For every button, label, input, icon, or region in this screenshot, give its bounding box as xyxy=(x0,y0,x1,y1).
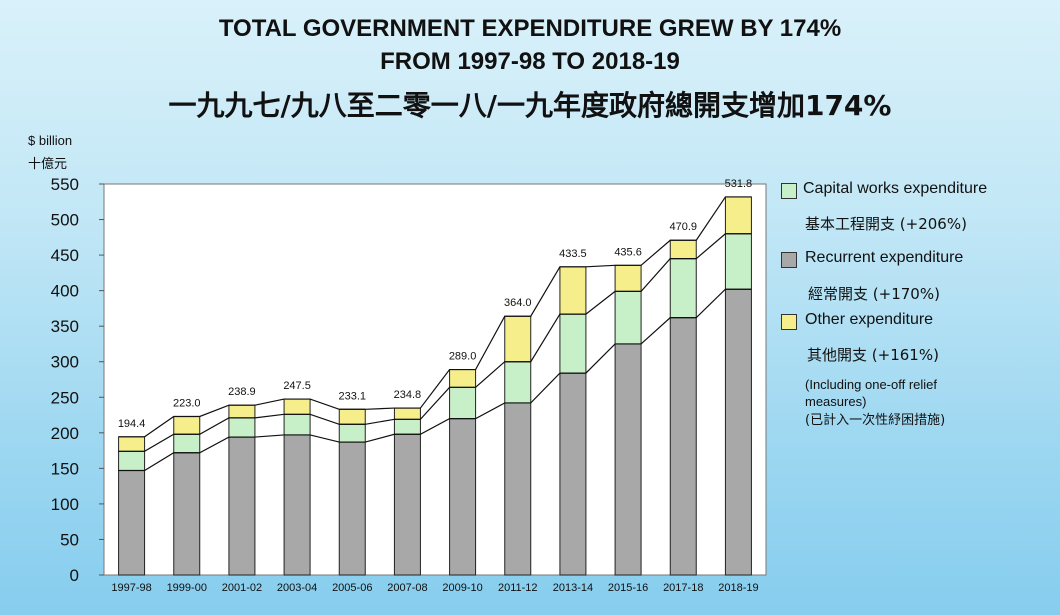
x-tick-label: 2009-10 xyxy=(442,582,482,594)
y-tick-label: 100 xyxy=(51,495,79,514)
x-tick-label: 1997-98 xyxy=(111,582,151,594)
bar-segment xyxy=(118,469,146,576)
chart-title-line1: TOTAL GOVERNMENT EXPENDITURE GREW BY 174… xyxy=(218,15,842,42)
total-data-label: 470.9 xyxy=(669,221,697,233)
bar-segment xyxy=(338,408,366,425)
series-connector-line xyxy=(118,233,752,452)
legend-swatch-capital xyxy=(781,183,797,199)
bar-segment xyxy=(118,450,146,471)
bar-segment xyxy=(724,196,752,235)
legend-note-line3: (已計入一次性紓困措施) xyxy=(805,413,946,428)
bar-segment xyxy=(724,233,752,290)
bar-segment xyxy=(173,433,201,454)
bar-segment xyxy=(173,452,201,576)
x-tick-label: 2013-14 xyxy=(553,582,593,594)
bar-segment xyxy=(228,436,256,576)
bar-segment xyxy=(559,313,587,374)
y-tick-label: 50 xyxy=(60,530,79,549)
y-tick-label: 200 xyxy=(51,424,79,443)
x-tick-label: 2017-18 xyxy=(663,582,703,594)
y-tick-label: 150 xyxy=(51,459,79,478)
y-tick-label: 550 xyxy=(51,175,79,194)
total-data-label: 234.8 xyxy=(394,389,422,401)
bar-segment xyxy=(669,258,697,319)
bar-segment xyxy=(614,290,642,345)
bar-segment xyxy=(283,413,311,436)
x-tick-label: 2005-06 xyxy=(332,582,372,594)
total-data-label: 364.0 xyxy=(504,297,532,309)
bar-segment xyxy=(338,423,366,443)
bar-segment xyxy=(338,441,366,576)
bar-segment xyxy=(449,386,477,420)
chart-title-line2: FROM 1997-98 TO 2018-19 xyxy=(380,48,680,75)
bar-segment xyxy=(393,418,421,435)
bar-segment xyxy=(449,418,477,576)
total-data-label: 238.9 xyxy=(228,386,256,398)
bar-segment xyxy=(393,407,421,420)
bar-segment xyxy=(228,404,256,419)
bar-segment xyxy=(283,434,311,576)
bar-segment xyxy=(559,372,587,576)
total-data-label: 247.5 xyxy=(283,380,311,392)
x-tick-label: 2007-08 xyxy=(387,582,427,594)
bar-segment xyxy=(614,264,642,292)
total-data-label: 435.6 xyxy=(614,246,642,258)
legend-label-recurrent: Recurrent expenditure xyxy=(805,249,964,266)
total-data-label: 233.1 xyxy=(338,390,366,402)
plot-area xyxy=(103,183,767,576)
bar-segment xyxy=(669,239,697,260)
x-tick-label: 2011-12 xyxy=(498,582,538,594)
total-data-label: 433.5 xyxy=(559,248,587,260)
bar-segment xyxy=(669,317,697,576)
y-tick-label: 500 xyxy=(51,211,79,230)
total-data-label: 223.0 xyxy=(173,397,201,409)
bar-segment xyxy=(724,288,752,576)
y-tick-label: 0 xyxy=(70,566,79,585)
legend-swatch-recurrent xyxy=(781,252,797,268)
total-data-label: 531.8 xyxy=(725,178,753,190)
x-tick-label: 2015-16 xyxy=(608,582,648,594)
bar-segment xyxy=(228,417,256,438)
bar-segment xyxy=(393,433,421,576)
legend-label-recurrent-zh: 經常開支 (+170%) xyxy=(808,285,940,303)
y-tick-label: 250 xyxy=(51,388,79,407)
bar-segment xyxy=(173,415,201,435)
bar-segment xyxy=(504,361,532,404)
legend-label-other: Other expenditure xyxy=(805,311,934,328)
y-tick-label: 350 xyxy=(51,317,79,336)
y-tick-label: 400 xyxy=(51,282,79,301)
legend-label-capital-zh: 基本工程開支 (+206%) xyxy=(805,215,967,233)
legend-label-capital: Capital works expenditure xyxy=(803,180,988,197)
x-tick-label: 2018-19 xyxy=(718,582,758,594)
bar-segment xyxy=(504,402,532,576)
x-tick-label: 2001-02 xyxy=(222,582,262,594)
y-tick-label: 300 xyxy=(51,353,79,372)
series-connector-line xyxy=(118,196,752,438)
bar-segment xyxy=(614,343,642,576)
legend-note-line2: measures) xyxy=(805,394,867,409)
y-unit-english: $ billion xyxy=(28,133,73,148)
bar-segment xyxy=(559,266,587,315)
y-unit-chinese: 十億元 xyxy=(28,157,68,172)
bar-segment xyxy=(118,436,146,452)
legend-label-other-zh: 其他開支 (+161%) xyxy=(807,346,939,364)
legend-note-line1: (Including one-off relief xyxy=(805,377,938,392)
x-tick-label: 1999-00 xyxy=(167,582,207,594)
bar-segment xyxy=(449,369,477,388)
y-tick-label: 450 xyxy=(51,246,79,265)
bar-segment xyxy=(283,398,311,415)
x-tick-label: 2003-04 xyxy=(277,582,317,594)
bar-segment xyxy=(504,315,532,363)
legend-swatch-other xyxy=(781,314,797,330)
total-data-label: 194.4 xyxy=(118,418,146,430)
series-connector-line xyxy=(118,288,752,472)
total-data-label: 289.0 xyxy=(449,351,477,363)
chart-title-chinese: 一九九七/九八至二零一八/一九年度政府總開支增加174% xyxy=(168,89,892,122)
